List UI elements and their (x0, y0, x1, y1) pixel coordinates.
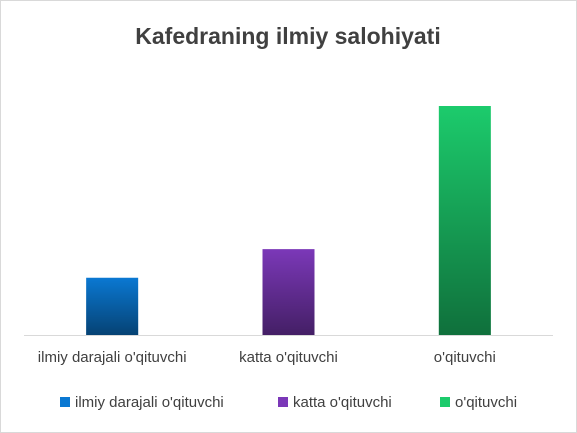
legend-label: o'qituvchi (455, 394, 517, 411)
legend-swatch (278, 397, 288, 407)
bar-shade (86, 277, 139, 335)
legend-swatch (60, 397, 70, 407)
legend-swatch (440, 397, 450, 407)
bar-shade (438, 106, 491, 335)
chart-title: Kafedraning ilmiy salohiyati (135, 23, 440, 49)
legend-label: ilmiy darajali o'qituvchi (75, 394, 224, 411)
legend-label: katta o'qituvchi (293, 394, 392, 411)
x-tick-label: katta o'qituvchi (239, 349, 338, 366)
x-tick-label: o'qituvchi (434, 349, 496, 366)
x-tick-label: ilmiy darajali o'qituvchi (38, 349, 187, 366)
bar-shade (262, 249, 315, 335)
